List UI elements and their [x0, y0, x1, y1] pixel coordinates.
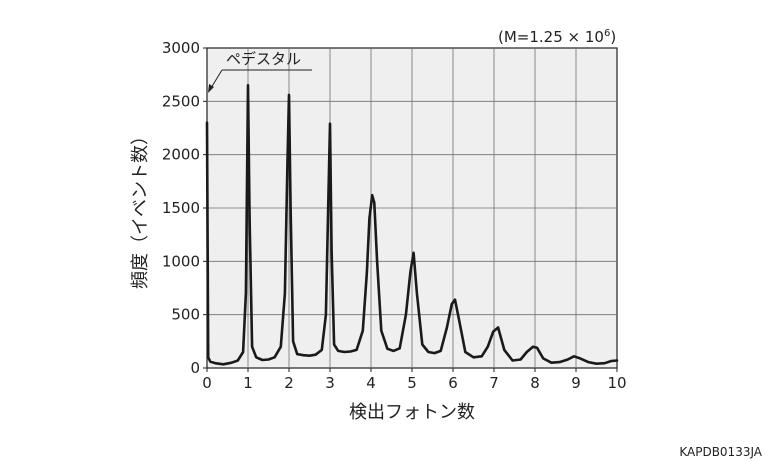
- x-tick-label: 7: [489, 374, 499, 392]
- x-tick-label: 10: [607, 374, 626, 392]
- x-tick-label: 4: [366, 374, 376, 392]
- gain-annotation: (M=1.25 × 106): [498, 28, 616, 46]
- grid-lines: [207, 48, 617, 368]
- gain-exponent: 6: [604, 28, 610, 39]
- y-tick-label: 2000: [162, 146, 200, 164]
- x-tick-label: 2: [284, 374, 294, 392]
- x-tick-label: 3: [325, 374, 335, 392]
- y-tick-label: 500: [171, 306, 200, 324]
- y-axis-title: 頻度（イベント数）: [130, 127, 151, 289]
- x-tick-label: 1: [243, 374, 253, 392]
- gain-suffix: ): [610, 28, 616, 46]
- y-tick-label: 3000: [162, 39, 200, 57]
- x-axis-title: 検出フォトン数: [349, 402, 475, 423]
- x-tick-label: 8: [530, 374, 540, 392]
- pedestal-annotation: ペデスタル: [208, 50, 312, 93]
- series-line: [205, 84, 619, 366]
- gain-prefix: (M=1.25 × 10: [498, 28, 604, 46]
- pedestal-leader: [210, 69, 223, 89]
- axis-ticks: 0 1 2 3 4 5 6 7 8 9 10 0 500 1000 1500 2000 2500 3000: [162, 39, 627, 392]
- y-tick-label: 1000: [162, 252, 200, 270]
- x-tick-label: 9: [571, 374, 581, 392]
- x-tick-label: 5: [407, 374, 417, 392]
- pedestal-arrowhead: [208, 84, 214, 93]
- y-tick-label: 2500: [162, 92, 200, 110]
- x-tick-label: 6: [448, 374, 458, 392]
- y-tick-label: 1500: [162, 199, 200, 217]
- pedestal-label: ペデスタル: [226, 50, 301, 68]
- figure-code: KAPDB0133JA: [679, 445, 762, 459]
- x-tick-label: 0: [202, 374, 212, 392]
- y-tick-label: 0: [190, 359, 200, 377]
- series-group: [205, 84, 619, 366]
